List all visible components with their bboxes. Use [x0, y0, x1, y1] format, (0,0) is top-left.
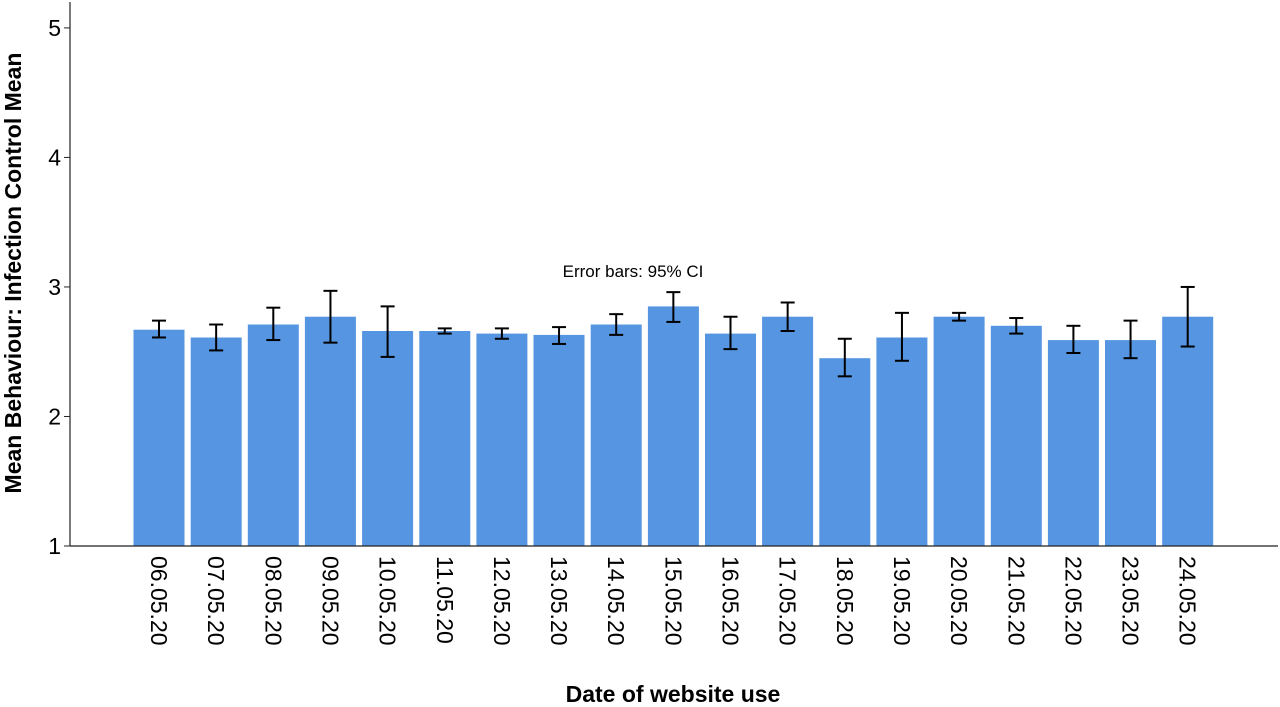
error-bar-12.05.20: [494, 327, 509, 340]
x-tick-label: 24.05.20: [1175, 556, 1201, 646]
bar-20.05.20: [933, 316, 985, 546]
error-bar-08.05.20: [266, 306, 281, 342]
bar-08.05.20: [247, 324, 299, 546]
error-bar-21.05.20: [1009, 317, 1024, 335]
x-tick-label: 19.05.20: [889, 556, 915, 646]
x-ticks-layer: 06.05.20 07.05.20 08.05.20 09.05.20 10.05.20…: [146, 556, 1201, 646]
x-tick-label: 06.05.20: [146, 556, 172, 646]
x-tick-label: 18.05.20: [832, 556, 858, 646]
x-tick-label: 22.05.20: [1060, 556, 1086, 646]
x-tick-label: 11.05.20: [432, 556, 458, 644]
x-tick-label: 20.05.20: [946, 556, 972, 646]
error-bar-22.05.20: [1066, 324, 1081, 355]
error-bar-13.05.20: [552, 326, 567, 345]
bar-19.05.20: [876, 337, 928, 546]
error-bar-10.05.20: [380, 305, 395, 358]
x-tick-label: 16.05.20: [718, 556, 744, 646]
y-tick-label: 4: [48, 144, 61, 170]
x-tick-label: 15.05.20: [660, 556, 686, 646]
error-bar-15.05.20: [666, 291, 681, 323]
bar-17.05.20: [762, 316, 814, 546]
x-tick-label: 07.05.20: [203, 556, 229, 646]
error-bar-06.05.20: [152, 319, 166, 339]
x-tick-label: 12.05.20: [489, 556, 515, 646]
bar-10.05.20: [362, 331, 414, 546]
bar-13.05.20: [533, 334, 585, 546]
bar-24.05.20: [1162, 316, 1214, 546]
bar-16.05.20: [705, 333, 756, 546]
x-tick-label: 21.05.20: [1003, 556, 1029, 646]
error-bar-09.05.20: [323, 289, 338, 344]
x-tick-label: 17.05.20: [775, 556, 801, 646]
x-tick-label: 08.05.20: [260, 556, 286, 646]
x-tick-label: 10.05.20: [375, 556, 401, 646]
bar-09.05.20: [304, 316, 356, 546]
y-tick-label: 3: [48, 274, 61, 300]
error-bar-20.05.20: [952, 311, 967, 322]
bar-11.05.20: [419, 331, 471, 546]
error-bar-24.05.20: [1180, 285, 1195, 348]
error-bar-23.05.20: [1123, 319, 1138, 360]
x-tick-label: 14.05.20: [603, 556, 629, 646]
bar-06.05.20: [133, 329, 185, 546]
error-bars-layer: [152, 285, 1195, 378]
y-axis-title: Mean Behaviour: Infection Control Mean: [0, 53, 26, 494]
error-bar-14.05.20: [609, 313, 624, 336]
bar-18.05.20: [819, 358, 871, 546]
y-tick-label: 1: [48, 533, 61, 559]
bars-layer: [133, 306, 1214, 546]
error-bar-18.05.20: [837, 337, 852, 378]
x-tick-label: 09.05.20: [317, 556, 343, 646]
error-bars-note: Error bars: 95% CI: [563, 262, 704, 281]
bar-15.05.20: [647, 306, 699, 546]
error-bar-07.05.20: [209, 323, 224, 352]
y-tick-label: 5: [48, 15, 61, 41]
error-bar-19.05.20: [894, 311, 909, 362]
x-tick-label: 23.05.20: [1118, 556, 1144, 646]
bar-07.05.20: [190, 337, 242, 546]
y-ticks-layer: 1 2 3 4 5: [48, 15, 70, 559]
error-bar-16.05.20: [723, 315, 738, 351]
bar-14.05.20: [590, 324, 642, 546]
bar-22.05.20: [1047, 340, 1099, 546]
error-bar-17.05.20: [780, 301, 795, 332]
bar-12.05.20: [476, 333, 528, 546]
error-bar-11.05.20: [437, 327, 452, 335]
x-axis-title: Date of website use: [566, 681, 781, 707]
bar-21.05.20: [990, 325, 1042, 546]
bar-23.05.20: [1105, 340, 1156, 546]
x-tick-label: 13.05.20: [546, 556, 572, 646]
y-tick-label: 2: [48, 403, 61, 429]
